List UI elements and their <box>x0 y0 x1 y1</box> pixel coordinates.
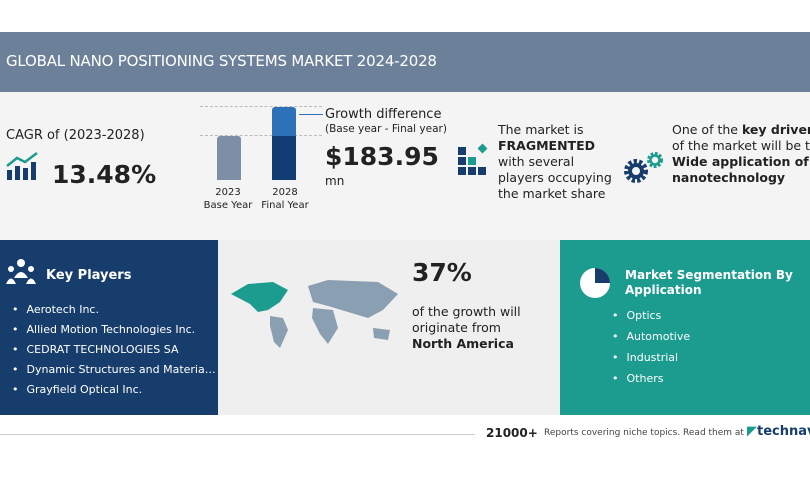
final-year-label: 2028 Final Year <box>256 186 314 212</box>
list-item: Aerotech Inc. <box>12 303 218 316</box>
arrow-icon <box>299 114 323 115</box>
region-panel: 37% of the growth will originate from No… <box>218 240 560 415</box>
list-item: Allied Motion Technologies Inc. <box>12 323 218 336</box>
region-name: North America <box>412 336 514 351</box>
gridline <box>200 135 322 136</box>
info-section: CAGR of (2023-2028) 13.48% 2023 Base Year… <box>0 92 810 240</box>
fragmented-icon <box>458 143 488 175</box>
world-map-icon <box>231 280 398 348</box>
gridline <box>200 106 322 107</box>
driver-name: nanotechnology <box>672 170 786 185</box>
bar-2028-base <box>272 136 296 180</box>
pie-chart-icon <box>580 268 610 298</box>
growth-value: $183.95 <box>325 142 439 171</box>
drivers-description: One of the key drivers of the market wil… <box>672 122 810 186</box>
list-item: Dynamic Structures and Materials LLC <box>12 363 219 376</box>
key-players-panel: Key Players Aerotech Inc. Allied Motion … <box>0 240 218 415</box>
market-fragmented: FRAGMENTED <box>498 138 595 153</box>
segmentation-panel: Market Segmentation By Application Optic… <box>560 240 810 415</box>
list-item: CEDRAT TECHNOLOGIES SA <box>12 343 218 356</box>
region-text: of the growth will originate from North … <box>412 304 521 352</box>
brand-name: technavio <box>757 424 810 439</box>
list-item: Automotive <box>612 330 691 343</box>
final-year: 2028 <box>272 187 298 198</box>
region-line: of the growth will <box>412 304 521 319</box>
footer-divider <box>0 434 475 435</box>
technavio-logo[interactable]: ◤technavio <box>747 424 810 439</box>
title-banner: GLOBAL NANO POSITIONING SYSTEMS MARKET 2… <box>0 32 810 92</box>
gears-icon <box>624 152 663 183</box>
key-players-title: Key Players <box>46 268 132 283</box>
market-line: players occupying <box>498 170 612 185</box>
growth-chart-icon <box>6 152 38 180</box>
growth-sublabel: (Base year - Final year) <box>325 123 447 135</box>
people-icon <box>6 259 36 284</box>
segmentation-list: Optics Automotive Industrial Others <box>612 309 691 393</box>
market-description: The market is FRAGMENTED with several pl… <box>498 122 612 202</box>
region-percent: 37% <box>412 258 472 287</box>
list-item: Optics <box>612 309 690 322</box>
growth-label: Growth difference <box>325 107 442 122</box>
base-year-label: 2023 Base Year <box>200 186 256 212</box>
logo-mark-icon: ◤ <box>747 424 757 439</box>
footer-count: 21000+ <box>486 426 538 440</box>
growth-unit: mn <box>325 174 345 188</box>
cagr-value: 13.48% <box>52 160 157 189</box>
segmentation-title: Market Segmentation By Application <box>625 268 793 297</box>
list-item: Industrial <box>612 351 690 364</box>
base-year-caption: Base Year <box>203 200 253 211</box>
key-players-list: Aerotech Inc. Allied Motion Technologies… <box>12 303 219 403</box>
list-item: Others <box>612 372 690 385</box>
footer-text: Reports covering niche topics. Read them… <box>544 428 744 438</box>
page-title: GLOBAL NANO POSITIONING SYSTEMS MARKET 2… <box>6 52 437 70</box>
market-line: the market share <box>498 186 606 201</box>
driver-name: Wide application of <box>672 154 809 169</box>
base-year: 2023 <box>215 187 241 198</box>
final-year-caption: Final Year <box>261 200 309 211</box>
market-line: with several <box>498 154 575 169</box>
drivers-line: of the market will be the <box>672 138 810 153</box>
list-item: Grayfield Optical Inc. <box>12 383 218 396</box>
bar-2028-growth <box>272 107 296 136</box>
region-line: originate from <box>412 320 501 335</box>
cagr-label: CAGR of (2023-2028) <box>6 128 145 143</box>
drivers-key: key drivers <box>741 122 810 137</box>
drivers-pre: One of the <box>672 122 742 137</box>
bar-2023 <box>217 136 241 180</box>
drivers-line: One of the key drivers <box>672 122 810 138</box>
market-line: The market is <box>498 122 584 137</box>
